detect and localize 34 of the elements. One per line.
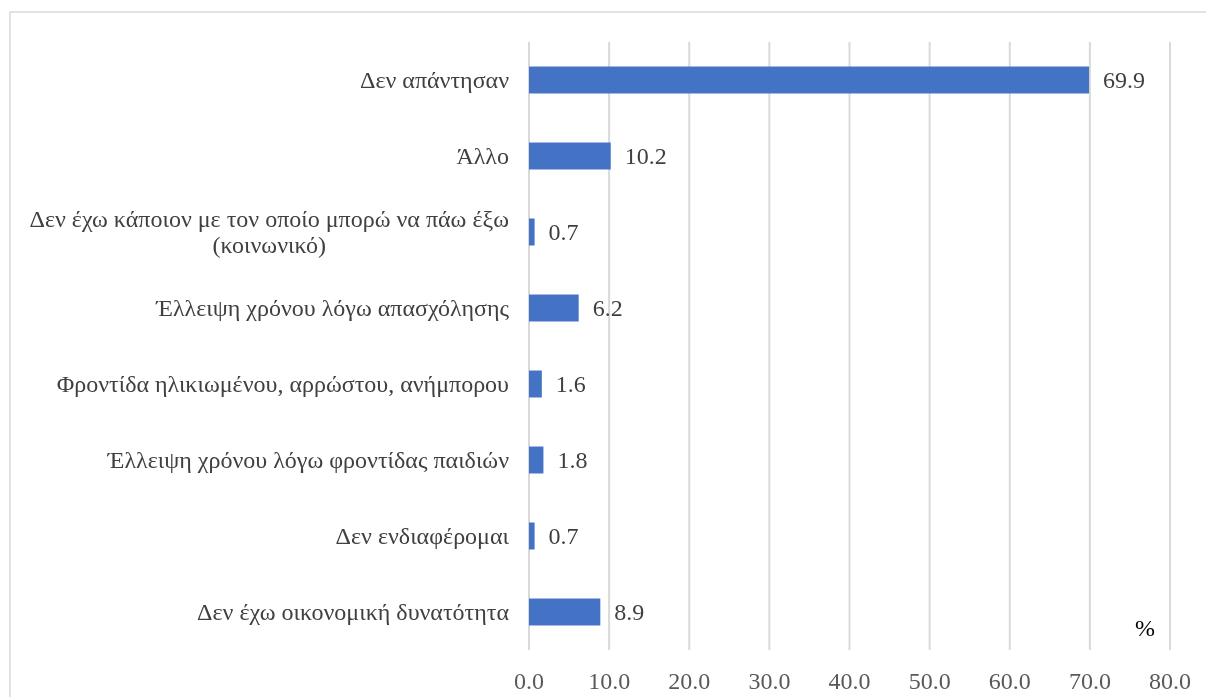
bar bbox=[529, 294, 579, 322]
y-tick-label: Έλλειψη χρόνου λόγω απασχόλησης bbox=[155, 295, 510, 322]
data-label: 0.7 bbox=[548, 523, 579, 550]
data-label: 0.7 bbox=[548, 219, 579, 246]
bar bbox=[529, 446, 544, 474]
y-tick-label: Δεν έχω οικονομική δυνατότητα bbox=[197, 599, 510, 626]
data-label: 8.9 bbox=[614, 599, 645, 626]
y-tick-label: Έλλειψη χρόνου λόγω φροντίδας παιδιών bbox=[106, 447, 510, 474]
data-label: 69.9 bbox=[1103, 67, 1146, 94]
x-tick-label: 80.0 bbox=[1149, 668, 1191, 694]
y-tick-label: Άλλο bbox=[456, 143, 509, 170]
bar bbox=[529, 370, 542, 398]
bar bbox=[529, 66, 1090, 94]
x-axis-title: % bbox=[1135, 615, 1155, 641]
data-label: 1.8 bbox=[557, 447, 588, 474]
y-tick-label: Φροντίδα ηλικιωμένου, αρρώστου, ανήμπορου bbox=[56, 371, 509, 398]
x-tick-label: 40.0 bbox=[828, 668, 871, 694]
x-tick-label: 10.0 bbox=[588, 668, 631, 694]
x-tick-label: 70.0 bbox=[1068, 668, 1111, 694]
x-tick-label: 0.0 bbox=[514, 668, 544, 694]
x-tick-label: 20.0 bbox=[668, 668, 711, 694]
x-tick-label: 50.0 bbox=[908, 668, 951, 694]
data-label: 6.2 bbox=[592, 295, 623, 322]
x-tick-label: 60.0 bbox=[988, 668, 1031, 694]
y-tick-label: Δεν ενδιαφέρομαι bbox=[335, 523, 510, 550]
bar bbox=[529, 522, 535, 550]
x-tick-label: 30.0 bbox=[748, 668, 791, 694]
bar bbox=[529, 142, 611, 170]
y-tick-label: Δεν έχω κάποιον με τον οποίο μπορώ να πάω έξω (κοινωνικό) bbox=[29, 206, 509, 259]
bar bbox=[529, 598, 601, 626]
bar bbox=[529, 218, 535, 246]
data-label: 10.2 bbox=[624, 143, 667, 170]
y-tick-label: Δεν απάντησαν bbox=[359, 67, 510, 94]
data-label: 1.6 bbox=[555, 371, 586, 398]
